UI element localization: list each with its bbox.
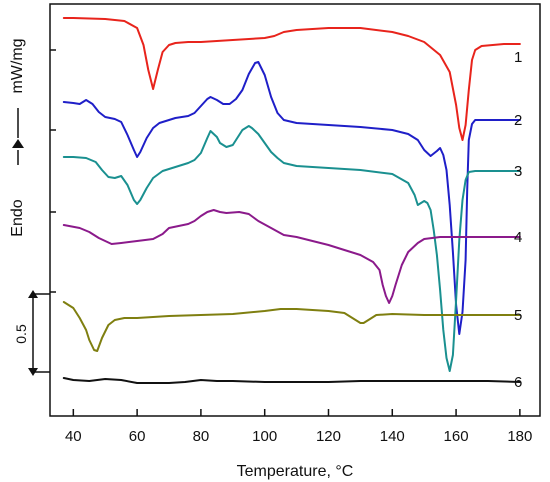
y-axis-ticks (50, 49, 56, 293)
scale-bar (28, 290, 50, 376)
curve-label-4: 4 (514, 229, 522, 246)
curve-label-1: 1 (514, 49, 522, 66)
curves (62, 17, 521, 384)
x-axis-ticks: 40 60 80 100 120 140 160 180 (65, 409, 532, 445)
y-axis-label-endo: Endo (9, 199, 26, 236)
x-tick-label: 160 (444, 428, 469, 445)
x-tick-label: 180 (507, 428, 532, 445)
x-tick-label: 80 (193, 428, 210, 445)
x-axis-label: Temperature, °C (237, 463, 354, 480)
curve-2 (62, 61, 521, 335)
curve-3 (62, 125, 521, 372)
curve-5 (62, 301, 521, 352)
scale-bar-label: 0.5 (13, 324, 29, 344)
curve-1 (62, 17, 521, 141)
y-axis-label-unit: mW/mg (9, 38, 26, 93)
curve-label-6: 6 (514, 374, 522, 391)
x-tick-label: 60 (129, 428, 146, 445)
x-tick-label: 140 (380, 428, 405, 445)
curve-label-3: 3 (514, 163, 522, 180)
x-tick-label: 120 (316, 428, 341, 445)
curve-label-2: 2 (514, 112, 522, 129)
curve-4 (62, 209, 521, 304)
x-tick-label: 100 (252, 428, 277, 445)
curve-label-5: 5 (514, 307, 522, 324)
curve-labels: 1 2 3 4 5 6 (514, 49, 522, 391)
curve-6 (62, 377, 521, 384)
plot-frame (49, 3, 541, 417)
x-tick-label: 40 (65, 428, 82, 445)
endo-arrow (12, 139, 24, 165)
